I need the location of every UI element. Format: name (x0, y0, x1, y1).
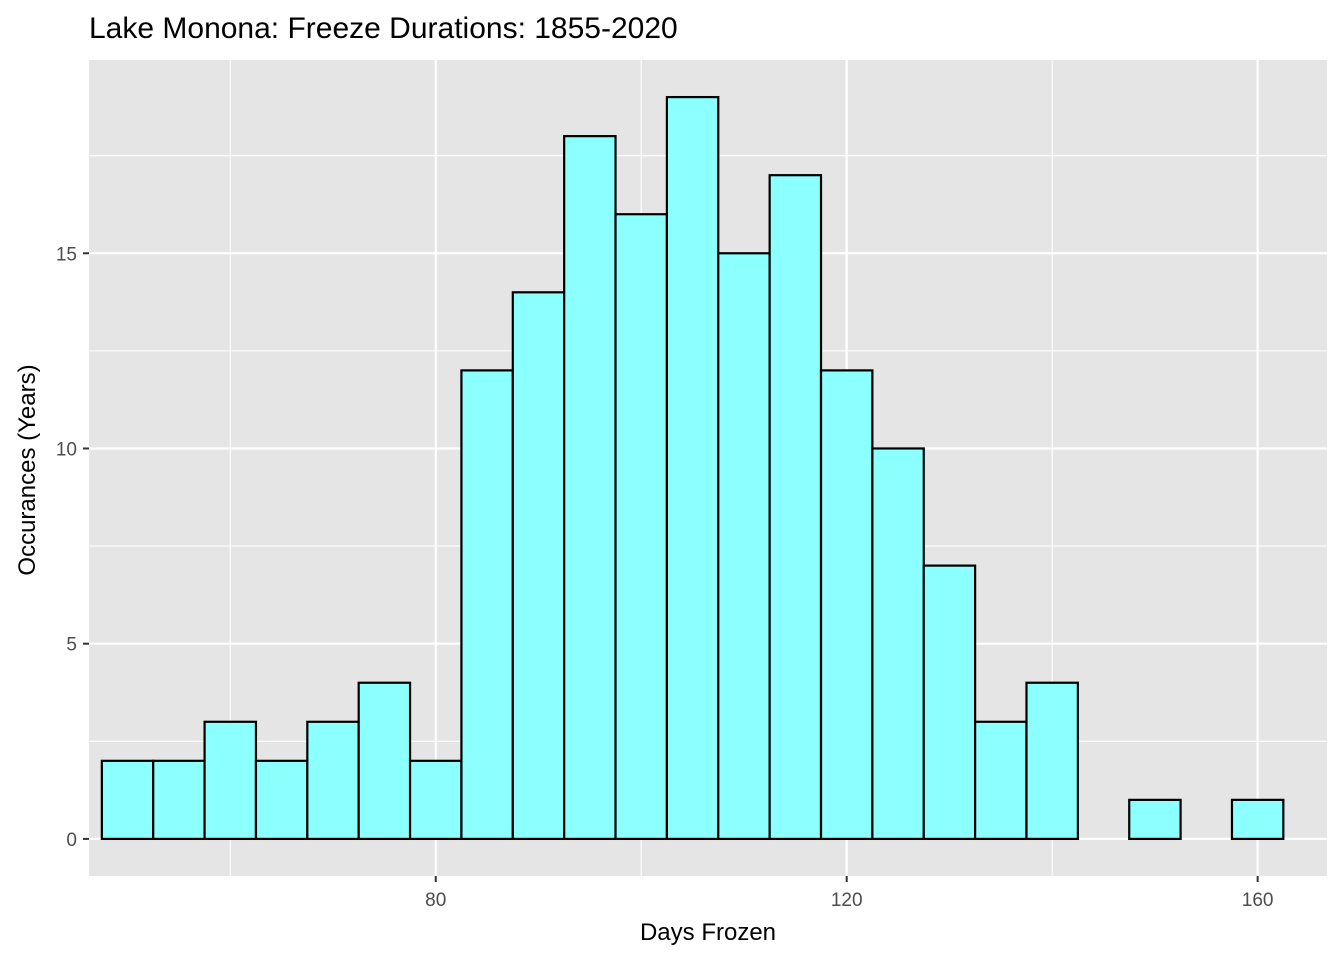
chart-title: Lake Monona: Freeze Durations: 1855-2020 (89, 12, 678, 45)
x-tick-label: 120 (831, 890, 863, 911)
histogram-bar (203, 720, 258, 841)
histogram-bar (1025, 681, 1079, 841)
histogram-bar (152, 759, 206, 841)
histogram-bar (100, 759, 155, 841)
histogram-bar (563, 135, 617, 841)
y-axis-title: Occurances (Years) (14, 364, 41, 575)
x-axis: 80 120 160 (425, 876, 1274, 911)
histogram-bar (460, 369, 514, 841)
y-tick-label: 5 (66, 635, 77, 656)
x-axis-title: Days Frozen (640, 919, 776, 946)
histogram-bar (922, 564, 977, 841)
histogram-bar (717, 252, 771, 841)
histogram-bar (768, 174, 823, 841)
histogram-bar (614, 213, 669, 841)
histogram-bar (357, 681, 412, 841)
x-tick-label: 160 (1242, 890, 1274, 911)
histogram-bar (665, 95, 720, 841)
histogram-bar (511, 291, 566, 841)
histogram-bar (1230, 798, 1285, 841)
y-tick-label: 15 (56, 244, 77, 265)
histogram-bar (871, 447, 925, 841)
histogram-bar (1128, 798, 1182, 841)
y-tick-label: 0 (66, 830, 77, 851)
histogram-bar (974, 720, 1028, 841)
y-tick-label: 10 (56, 439, 77, 460)
histogram-bars (100, 95, 1285, 841)
histogram-bar (254, 759, 309, 841)
histogram-bar (408, 759, 463, 841)
histogram-bar (306, 720, 360, 841)
x-tick-label: 80 (425, 890, 446, 911)
y-axis: 0 5 10 15 (56, 244, 89, 851)
histogram-bar (819, 369, 874, 841)
